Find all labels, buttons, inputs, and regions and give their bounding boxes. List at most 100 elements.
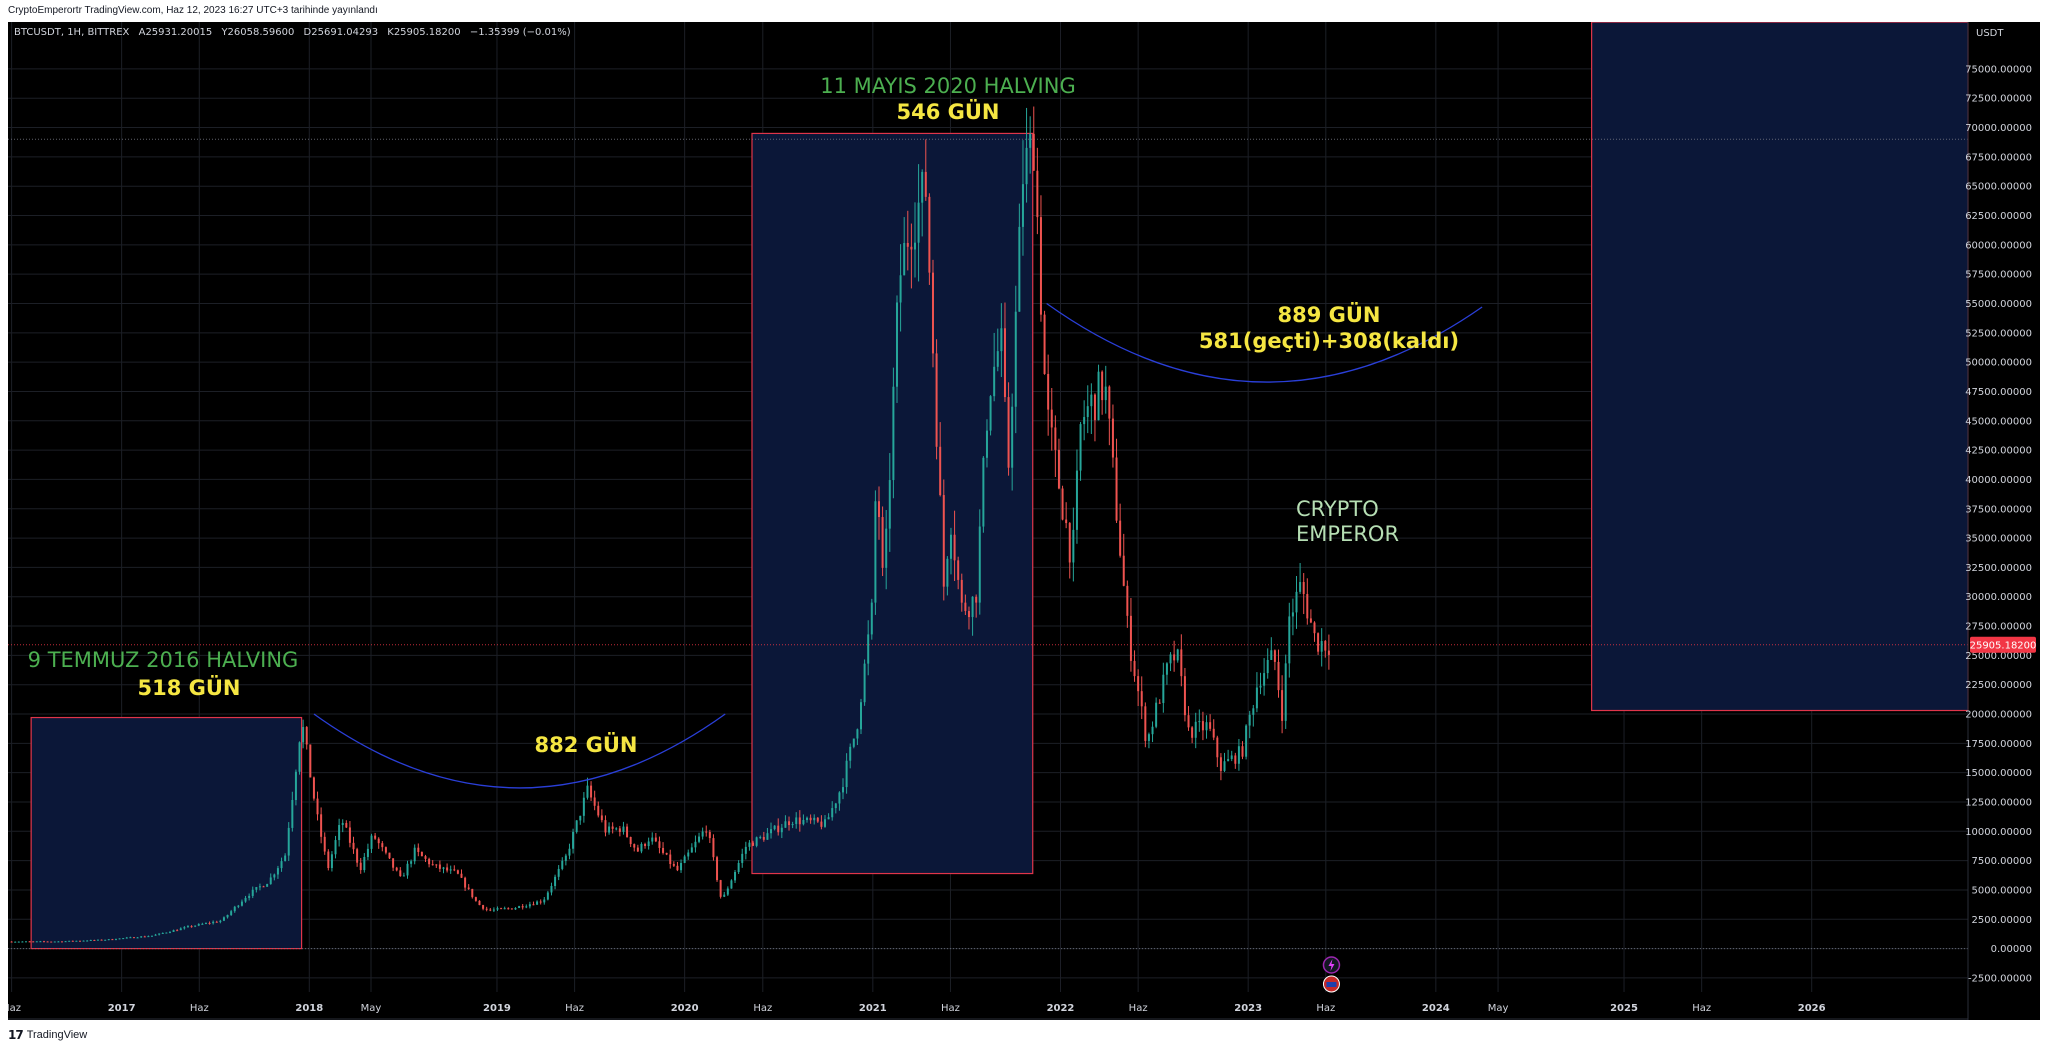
candle-body bbox=[428, 858, 431, 865]
candle-body bbox=[888, 480, 891, 529]
x-tick-label: Haz bbox=[8, 1003, 21, 1014]
candle-body bbox=[1158, 702, 1161, 704]
candle-body bbox=[892, 386, 895, 481]
candle-body bbox=[582, 797, 585, 816]
y-tick-label: 5000.00000 bbox=[1972, 885, 2032, 896]
candle-body bbox=[71, 940, 74, 942]
event-markers[interactable] bbox=[1322, 956, 1341, 993]
candle-body bbox=[967, 611, 970, 618]
price-chart[interactable]: 9 TEMMUZ 2016 HALVING 518 GÜN 11 MAYIS 2… bbox=[2, 21, 2040, 1020]
candle-body bbox=[154, 934, 157, 936]
candle-body bbox=[381, 843, 384, 848]
candle-body bbox=[701, 831, 704, 837]
candle-body bbox=[28, 941, 31, 943]
candle-body bbox=[752, 842, 755, 846]
candle-body bbox=[392, 858, 395, 868]
candle-body bbox=[1302, 582, 1305, 595]
candle-body bbox=[287, 827, 290, 856]
symbol-legend: BTCUSDT, 1H, BITTREX A25931.20015 Y26058… bbox=[14, 27, 571, 38]
y-tick-label: 60000.00000 bbox=[1965, 240, 2032, 251]
candle-body bbox=[449, 869, 452, 871]
arc-889 bbox=[1046, 302, 1483, 383]
x-tick-label: Haz bbox=[1129, 1003, 1148, 1014]
currency-label: USDT bbox=[1976, 28, 2004, 39]
candle-body bbox=[899, 275, 902, 303]
candle-body bbox=[413, 847, 416, 862]
candle-body bbox=[46, 941, 49, 943]
candle-body bbox=[568, 848, 571, 856]
candle-body bbox=[788, 821, 791, 826]
legend-open: 25931.20015 bbox=[145, 27, 212, 38]
candle-body bbox=[237, 905, 240, 907]
candle-body bbox=[636, 847, 639, 852]
candle-body bbox=[356, 849, 359, 863]
candle-body bbox=[1309, 618, 1312, 623]
x-tick-label: 2020 bbox=[671, 1003, 699, 1014]
candle-body bbox=[694, 841, 697, 848]
candle-body bbox=[514, 907, 517, 910]
candle-body bbox=[698, 836, 701, 842]
candle-body bbox=[1011, 406, 1014, 468]
x-tick-label: 2019 bbox=[483, 1003, 511, 1014]
price-axis[interactable]: USDT -2500.00000 0.00000 2500.00000 5000.00… bbox=[1965, 22, 2032, 1020]
candle-body bbox=[550, 885, 553, 893]
candle-body bbox=[359, 862, 362, 871]
candle-body bbox=[1021, 184, 1024, 227]
candle-body bbox=[690, 847, 693, 853]
chart-pane[interactable]: 9 TEMMUZ 2016 HALVING 518 GÜN 11 MAYIS 2… bbox=[2, 21, 2040, 1020]
y-tick-label: 27500.00000 bbox=[1965, 622, 2032, 633]
legend-symbol: BTCUSDT, 1H, BITTREX bbox=[14, 27, 130, 38]
time-axis[interactable]: Haz 2017 Haz 2018 May 2019 Haz 2020 Haz 2021 Haz 20… bbox=[2, 1003, 1968, 1020]
arc-889-detail: 581(geçti)+308(kaldı) bbox=[1199, 329, 1459, 353]
candle-body bbox=[438, 864, 441, 869]
candle-body bbox=[820, 821, 823, 827]
x-tick-label: 2025 bbox=[1610, 1003, 1638, 1014]
candle-body bbox=[1151, 726, 1154, 735]
candle-body bbox=[1115, 457, 1118, 521]
x-tick-label: Haz bbox=[190, 1003, 209, 1014]
candle-body bbox=[1079, 424, 1082, 471]
candle-body bbox=[845, 760, 848, 788]
svg-text:BTCUSDT, 1H, BITTREX A: BTCUSDT, 1H, BITTREX A25931.20015 Y26058… bbox=[14, 27, 571, 38]
candle-body bbox=[572, 831, 575, 849]
candle-body bbox=[1266, 659, 1269, 674]
candle-body bbox=[798, 817, 801, 825]
candle-body bbox=[716, 857, 719, 881]
cycle-arcs bbox=[313, 302, 1483, 789]
candle-body bbox=[190, 926, 193, 928]
x-tick-label: Haz bbox=[1692, 1003, 1711, 1014]
candle-body bbox=[464, 877, 467, 888]
candle-body bbox=[618, 828, 621, 832]
candle-body bbox=[644, 843, 647, 847]
candle-body bbox=[928, 196, 931, 273]
candle-body bbox=[989, 396, 992, 431]
candle-body bbox=[895, 302, 898, 387]
candle-body bbox=[964, 602, 967, 612]
candle-body bbox=[791, 823, 794, 826]
candle-body bbox=[100, 939, 103, 941]
crypto-emperor-line2: EMPEROR bbox=[1296, 522, 1399, 546]
candle-body bbox=[161, 932, 164, 934]
lightning-glyph-icon bbox=[1328, 959, 1335, 971]
candle-body bbox=[795, 817, 798, 824]
candle-body bbox=[1173, 654, 1176, 661]
projection-box bbox=[1591, 21, 1969, 712]
last-price-value: 25905.18200 bbox=[1970, 640, 2037, 651]
candle-body bbox=[877, 501, 880, 518]
candle-body bbox=[996, 351, 999, 367]
candle-body bbox=[949, 534, 952, 559]
y-tick-label: 40000.00000 bbox=[1965, 475, 2032, 486]
candle-body bbox=[1003, 328, 1006, 398]
candle-body bbox=[518, 906, 521, 908]
halving-boxes bbox=[30, 21, 1969, 950]
candle-body bbox=[485, 908, 488, 910]
candle-body bbox=[1065, 519, 1068, 524]
candle-body bbox=[1104, 386, 1107, 401]
candle-body bbox=[64, 941, 67, 943]
tradingview-logo[interactable]: 17 TradingView bbox=[8, 1028, 87, 1042]
candle-body bbox=[1029, 133, 1032, 148]
candle-body bbox=[1101, 371, 1104, 401]
candle-body bbox=[471, 888, 474, 898]
candle-body bbox=[806, 817, 809, 821]
candle-body bbox=[467, 887, 470, 889]
